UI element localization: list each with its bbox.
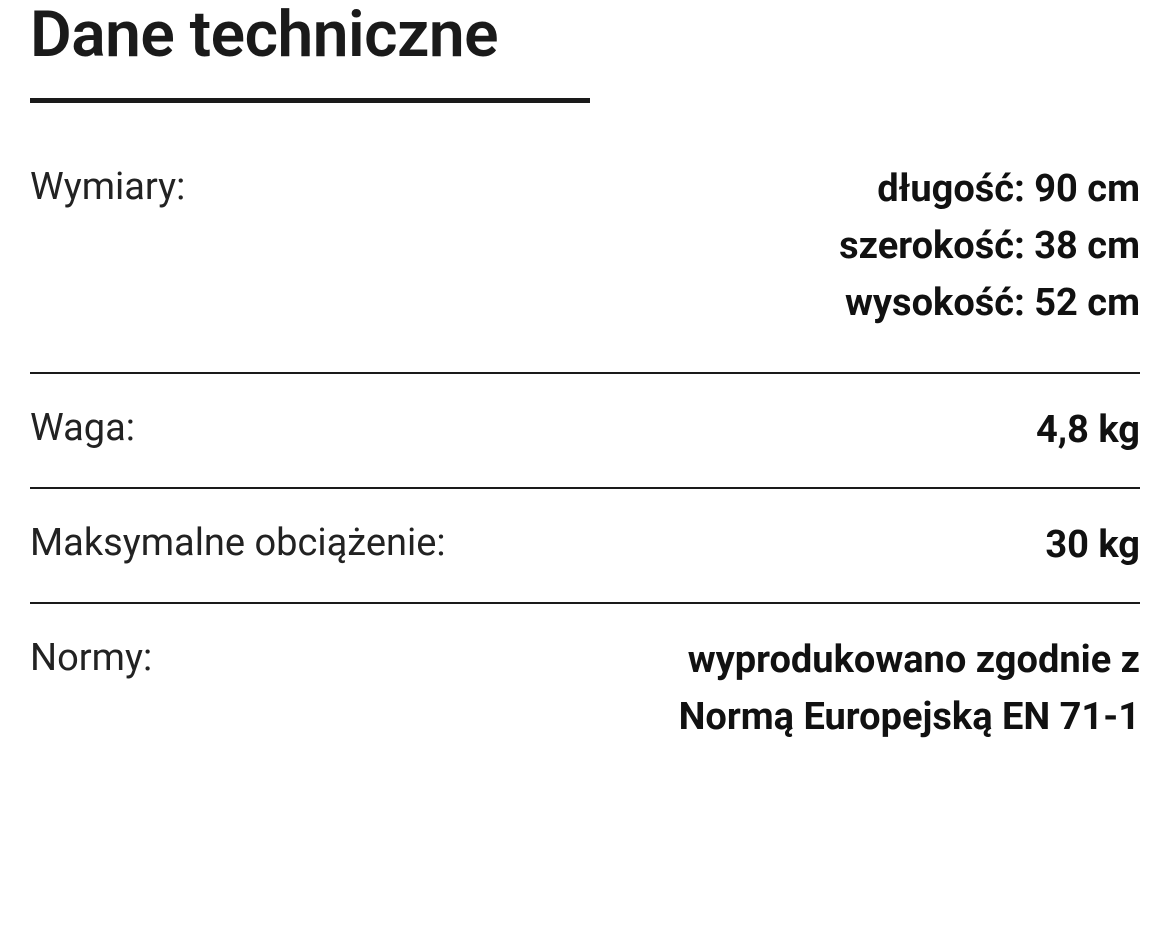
spec-value: 30 kg xyxy=(1045,517,1140,574)
spec-label: Waga: xyxy=(30,402,135,455)
spec-value-line: 30 kg xyxy=(1045,517,1140,574)
spec-row-max-load: Maksymalne obciążenie: 30 kg xyxy=(30,489,1140,604)
spec-value: wyprodukowano zgodnie z Normą Europejską… xyxy=(679,632,1140,746)
spec-value-line: wyprodukowano zgodnie z xyxy=(679,632,1140,689)
specs-container: Dane techniczne Wymiary: długość: 90 cm … xyxy=(0,0,1170,774)
spec-row-standards: Normy: wyprodukowano zgodnie z Normą Eur… xyxy=(30,604,1140,774)
spec-value-line: 4,8 kg xyxy=(1036,402,1140,459)
spec-value-line: Normą Europejską EN 71-1 xyxy=(679,689,1140,746)
spec-value-line: szerokość: 38 cm xyxy=(839,218,1140,275)
spec-row-weight: Waga: 4,8 kg xyxy=(30,374,1140,489)
spec-value-line: długość: 90 cm xyxy=(839,161,1140,218)
spec-label: Normy: xyxy=(30,632,152,685)
spec-label: Wymiary: xyxy=(30,161,185,214)
spec-row-dimensions: Wymiary: długość: 90 cm szerokość: 38 cm… xyxy=(30,151,1140,374)
spec-value: długość: 90 cm szerokość: 38 cm wysokość… xyxy=(839,161,1140,332)
spec-label: Maksymalne obciążenie: xyxy=(30,517,446,570)
spec-value-line: wysokość: 52 cm xyxy=(839,275,1140,332)
spec-value: 4,8 kg xyxy=(1036,402,1140,459)
page-title: Dane techniczne xyxy=(30,0,1140,70)
title-underline xyxy=(30,98,590,103)
